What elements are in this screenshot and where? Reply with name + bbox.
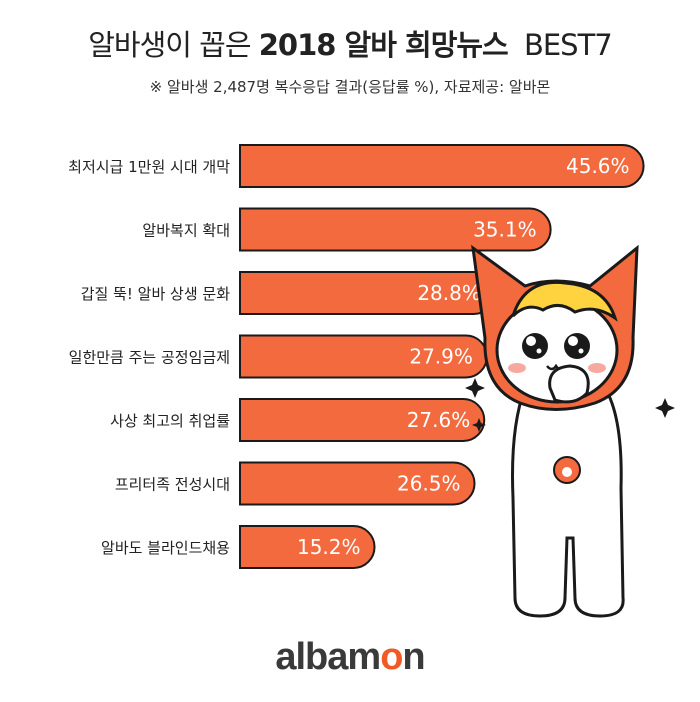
bar-group: 사상 최고의 취업률 27.6% <box>110 398 486 442</box>
value-label: 35.1% <box>473 218 537 242</box>
bar-group: 프리터족 전성시대 26.5% <box>115 461 476 506</box>
bar <box>239 461 476 506</box>
category-label: 알바도 블라인드채용 <box>101 539 230 557</box>
bar-group: 일한만큼 주는 공정임금제 27.9% <box>69 334 488 379</box>
category-label: 갑질 뚝! 알바 상생 문화 <box>81 285 230 303</box>
bar-group: 알바복지 확대 35.1% <box>142 207 552 252</box>
bar <box>239 398 486 442</box>
bar <box>239 525 376 569</box>
value-label: 15.2% <box>297 535 361 559</box>
title-part3: BEST7 <box>523 28 613 62</box>
bar-group: 갑질 뚝! 알바 상생 문화 28.8% <box>81 271 496 315</box>
logo-part2: o <box>380 636 403 678</box>
category-label: 최저시급 1만원 시대 개막 <box>68 158 230 176</box>
bar-group: 최저시급 1만원 시대 개막 45.6% <box>68 144 645 188</box>
value-label: 27.9% <box>409 345 473 369</box>
albamon-cat-mascot-icon <box>465 244 675 618</box>
category-label: 알바복지 확대 <box>142 222 230 240</box>
chart-subtitle: ※ 알바생 2,487명 복수응답 결과(응답률 %), 자료제공: 알바몬 <box>149 78 551 96</box>
bar-group: 알바도 블라인드채용 15.2% <box>101 525 376 569</box>
value-label: 26.5% <box>397 472 461 496</box>
category-label: 일한만큼 주는 공정임금제 <box>69 349 230 367</box>
category-label: 사상 최고의 취업률 <box>110 412 230 430</box>
bar <box>239 144 645 188</box>
value-label: 28.8% <box>417 281 481 305</box>
albamon-logo: albamon <box>0 636 700 679</box>
value-label: 27.6% <box>407 408 471 432</box>
logo-part3: n <box>402 636 425 678</box>
category-label: 프리터족 전성시대 <box>115 476 230 494</box>
bar <box>239 207 552 252</box>
chart-title: 알바생이 꼽은 2018 알바 희망뉴스 BEST7 <box>0 22 700 64</box>
title-part2: 2018 알바 희망뉴스 <box>258 28 509 62</box>
title-part1: 알바생이 꼽은 <box>88 28 251 62</box>
value-label: 45.6% <box>566 154 630 178</box>
logo-part1: albam <box>275 636 381 678</box>
